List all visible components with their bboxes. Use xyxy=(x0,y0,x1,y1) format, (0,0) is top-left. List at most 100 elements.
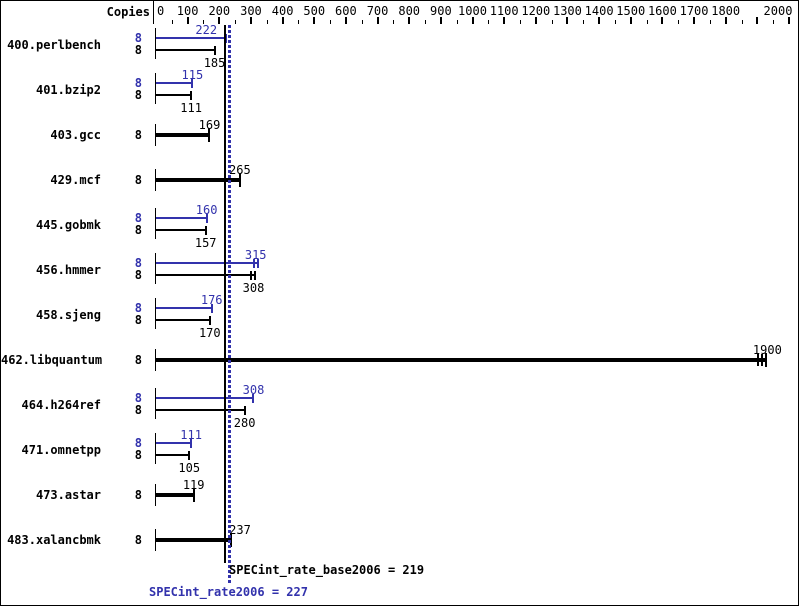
axis-major-tick xyxy=(282,17,284,24)
bar-end-cap xyxy=(204,225,207,235)
bar-end-cap xyxy=(243,405,246,415)
peak-value-label: 176 xyxy=(200,293,223,307)
peak-result-summary-label: SPECint_rate2006 = 227 xyxy=(149,585,308,599)
bar-end-cap xyxy=(208,315,211,325)
axis-minor-tick xyxy=(583,20,584,24)
run-median-mark xyxy=(254,270,257,280)
copies-label: 8 xyxy=(134,533,142,547)
peak-bar xyxy=(156,262,259,264)
benchmark-label: 473.astar xyxy=(35,488,101,502)
axis-label-900: 900 xyxy=(430,4,452,18)
axis-label-1500: 1500 xyxy=(616,4,646,18)
axis-label-1600: 1600 xyxy=(647,4,677,18)
group-axis-line xyxy=(155,169,156,191)
axis-minor-tick xyxy=(710,20,711,24)
axis-label-100: 100 xyxy=(176,4,199,18)
axis-label-1700: 1700 xyxy=(679,4,709,18)
axis-major-tick xyxy=(408,17,410,24)
group-axis-line xyxy=(155,253,156,284)
axis-minor-tick xyxy=(235,20,236,24)
axis-minor-tick xyxy=(267,20,268,24)
peak-reference-line xyxy=(228,25,231,584)
axis-label-1000: 1000 xyxy=(458,4,487,18)
peak-value-label: 315 xyxy=(244,248,267,262)
copies-label: 8 xyxy=(134,488,142,502)
axis-major-tick xyxy=(788,17,790,24)
base-bar xyxy=(156,493,194,497)
axis-label-700: 700 xyxy=(366,4,389,18)
axis-label-400: 400 xyxy=(271,4,294,18)
axis-major-tick xyxy=(566,17,568,24)
peak-bar xyxy=(156,37,227,39)
peak-bar xyxy=(156,397,254,399)
bar-end-cap xyxy=(188,450,191,460)
base-bar xyxy=(156,454,190,456)
benchmark-label: 464.h264ref xyxy=(21,398,101,412)
copies-label: 8 xyxy=(134,211,142,225)
base-bar xyxy=(156,178,240,182)
bar-end-cap xyxy=(252,393,255,403)
axis-minor-tick xyxy=(520,20,521,24)
base-bar xyxy=(156,274,257,276)
benchmark-label: 429.mcf xyxy=(50,173,101,187)
axis-minor-tick xyxy=(488,20,489,24)
base-result-summary-label: SPECint_rate_base2006 = 219 xyxy=(229,563,425,577)
copies-label: 8 xyxy=(134,223,142,237)
bar-end-cap xyxy=(210,303,213,313)
run-median-mark xyxy=(756,354,759,366)
group-axis-line xyxy=(155,298,156,329)
axis-minor-tick xyxy=(647,20,648,24)
base-reference-line xyxy=(224,25,226,563)
axis-major-tick xyxy=(218,17,220,24)
peak-value-label: 115 xyxy=(181,68,204,82)
axis-minor-tick xyxy=(362,20,363,24)
axis-minor-tick xyxy=(615,20,616,24)
axis-label-500: 500 xyxy=(303,4,326,18)
group-axis-line xyxy=(155,208,156,239)
benchmark-label: 483.xalancbmk xyxy=(7,533,101,547)
axis-label-1200: 1200 xyxy=(521,4,551,18)
peak-bar xyxy=(156,82,193,84)
copies-label: 8 xyxy=(134,88,142,102)
axis-major-tick xyxy=(187,17,189,24)
axis-minor-tick xyxy=(425,20,426,24)
base-bar xyxy=(156,94,192,96)
copies-label: 8 xyxy=(134,353,142,367)
base-value-label: 280 xyxy=(233,416,256,430)
peak-value-label: 160 xyxy=(195,203,218,217)
bar-end-cap xyxy=(225,33,228,43)
copies-label: 8 xyxy=(134,391,142,405)
bar-end-cap xyxy=(190,90,193,100)
axis-minor-tick xyxy=(203,20,204,24)
axis-label-300: 300 xyxy=(240,4,262,18)
copies-label: 8 xyxy=(134,43,142,57)
benchmark-label: 458.sjeng xyxy=(35,308,101,322)
benchmark-label: 401.bzip2 xyxy=(35,83,101,97)
axis-label-2000: 2000 xyxy=(763,4,793,18)
axis-major-tick xyxy=(535,17,537,24)
base-bar xyxy=(156,49,215,51)
axis-minor-tick xyxy=(393,20,394,24)
copies-label: 8 xyxy=(134,173,142,187)
axis-major-tick xyxy=(693,17,695,24)
copies-label: 8 xyxy=(134,256,142,270)
axis-major-tick xyxy=(630,17,632,24)
peak-bar xyxy=(156,217,207,219)
axis-minor-tick xyxy=(773,20,774,24)
run-median-mark xyxy=(252,258,255,268)
base-bar xyxy=(156,319,210,321)
base-bar xyxy=(156,229,206,231)
peak-value-label: 222 xyxy=(195,23,218,37)
axis-label-1300: 1300 xyxy=(552,4,582,18)
copies-label: 8 xyxy=(134,128,142,142)
axis-minor-tick xyxy=(552,20,553,24)
axis-major-tick xyxy=(440,17,442,24)
bar-end-cap xyxy=(238,173,241,187)
peak-value-label: 111 xyxy=(180,428,202,442)
bar-end-cap xyxy=(192,488,195,502)
run-median-mark xyxy=(256,258,259,268)
axis-major-tick xyxy=(661,17,663,24)
base-value-label: 105 xyxy=(178,461,201,475)
bar-end-cap xyxy=(205,213,208,223)
